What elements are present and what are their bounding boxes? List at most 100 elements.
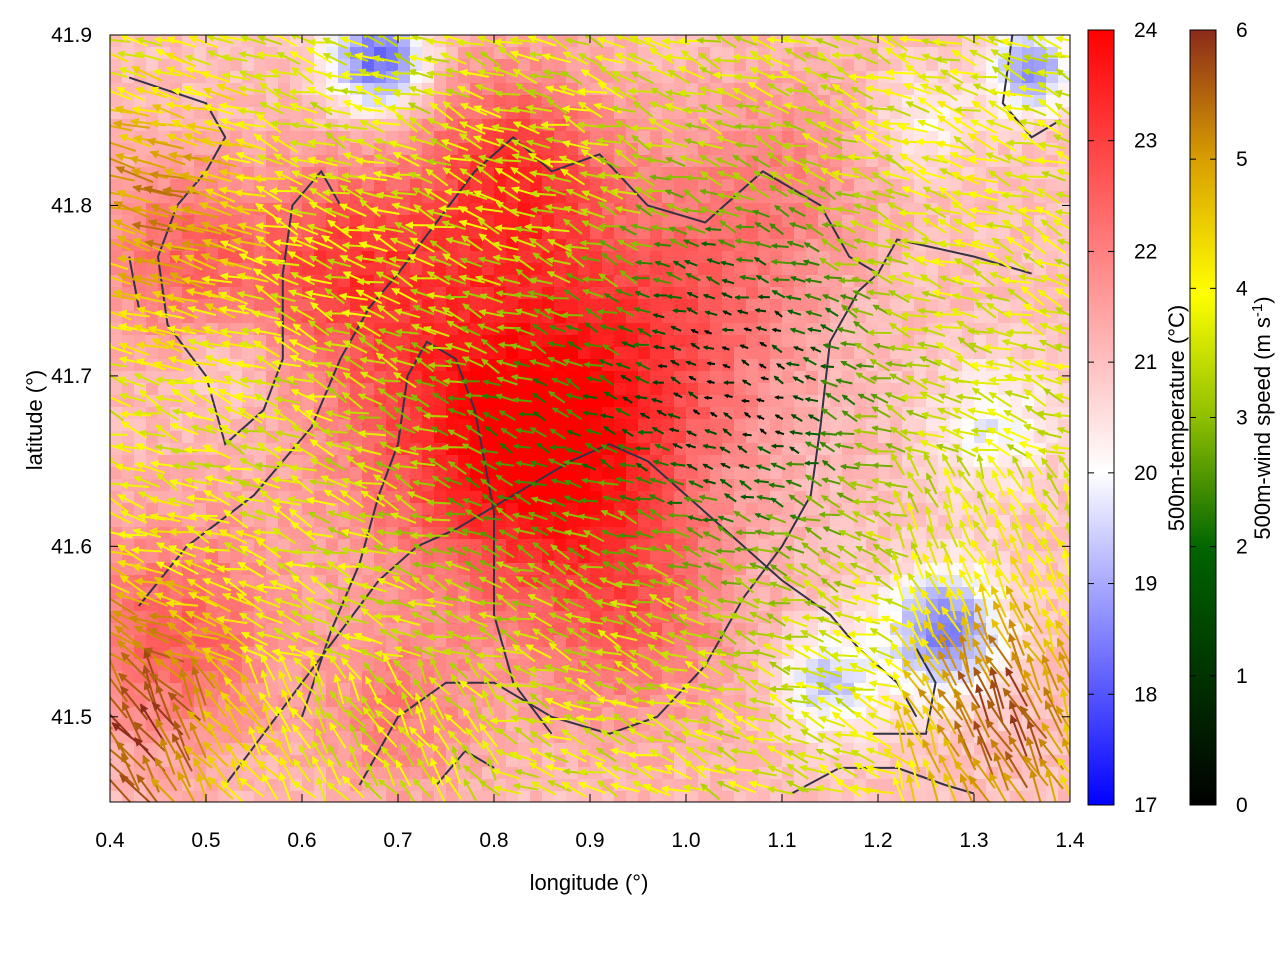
heatmap-cell [842,419,855,432]
heatmap-cell [746,467,759,480]
heatmap-cell [182,779,195,792]
heatmap-cell [230,347,243,360]
heatmap-cell [158,143,171,156]
heatmap-cell [686,359,699,372]
heatmap-cell [470,179,483,192]
heatmap-cell [230,251,243,264]
heatmap-cell [218,791,231,802]
heatmap-cell [722,671,735,684]
heatmap-cell [878,95,891,108]
heatmap-cell [914,419,927,432]
heatmap-cell [794,491,807,504]
heatmap-cell [710,335,723,348]
heatmap-cell [614,383,627,396]
heatmap-cell [218,599,231,612]
heatmap-cell [626,107,639,120]
heatmap-cell [890,335,903,348]
heatmap-cell [902,383,915,396]
heatmap-cell [350,71,363,84]
heatmap-cell [182,335,195,348]
heatmap-cell [578,383,591,396]
heatmap-cell [770,419,783,432]
heatmap-cell [782,263,795,276]
heatmap-cell [722,71,735,84]
heatmap-cell [770,755,783,768]
heatmap-cell [758,119,771,132]
heatmap-cell [722,179,735,192]
heatmap-cell [278,383,291,396]
heatmap-cell [266,419,279,432]
heatmap-cell [134,683,147,696]
heatmap-cell [818,311,831,324]
heatmap-cell [878,59,891,72]
heatmap-cell [650,287,663,300]
heatmap-cell [602,671,615,684]
heatmap-cell [182,311,195,324]
heatmap-cell [542,143,555,156]
heatmap-cell [626,539,639,552]
heatmap-cell [902,479,915,492]
heatmap-cell [542,515,555,528]
heatmap-cell [362,251,375,264]
heatmap-cell [590,419,603,432]
heatmap-cell [746,263,759,276]
heatmap-cell [254,191,267,204]
heatmap-cell [734,383,747,396]
heatmap-cell [698,263,711,276]
heatmap-cell [134,143,147,156]
heatmap-cell [374,431,387,444]
heatmap-cell [326,263,339,276]
heatmap-cell [434,335,447,348]
heatmap-cell [590,539,603,552]
heatmap-cell [194,599,207,612]
heatmap-cell [458,695,471,708]
heatmap-cell [746,371,759,384]
heatmap-cell [974,275,987,288]
heatmap-cell [326,299,339,312]
heatmap-cell [842,251,855,264]
heatmap-cell [182,107,195,120]
heatmap-cell [110,599,123,612]
heatmap-cell [458,311,471,324]
heatmap-cell [194,635,207,648]
heatmap-cell [170,587,183,600]
heatmap-cell [806,95,819,108]
heatmap-cell [350,587,363,600]
heatmap-cell [314,503,327,516]
heatmap-cell [854,383,867,396]
heatmap-cell [734,107,747,120]
heatmap-cell [278,191,291,204]
heatmap-cell [590,515,603,528]
heatmap-cell [470,383,483,396]
heatmap-cell [170,647,183,660]
heatmap-cell [770,443,783,456]
heatmap-cell [590,299,603,312]
heatmap-cell [290,731,303,744]
heatmap-cell [854,179,867,192]
heatmap-cell [638,551,651,564]
heatmap-cell [734,431,747,444]
heatmap-cell [794,467,807,480]
heatmap-cell [938,299,951,312]
heatmap-cell [122,251,135,264]
heatmap-cell [698,503,711,516]
heatmap-cell [650,347,663,360]
heatmap-cell [194,383,207,396]
heatmap-cell [806,143,819,156]
heatmap-cell [254,431,267,444]
heatmap-cell [206,563,219,576]
heatmap-cell [578,431,591,444]
heatmap-cell [722,227,735,240]
heatmap-cell [254,59,267,72]
heatmap-cell [350,467,363,480]
heatmap-cell [554,299,567,312]
heatmap-cell [662,251,675,264]
heatmap-cell [218,263,231,276]
heatmap-cell [158,107,171,120]
heatmap-cell [878,779,891,792]
heatmap-cell [842,179,855,192]
heatmap-cell [686,671,699,684]
heatmap-cell [782,371,795,384]
heatmap-cell [950,383,963,396]
heatmap-cell [830,455,843,468]
